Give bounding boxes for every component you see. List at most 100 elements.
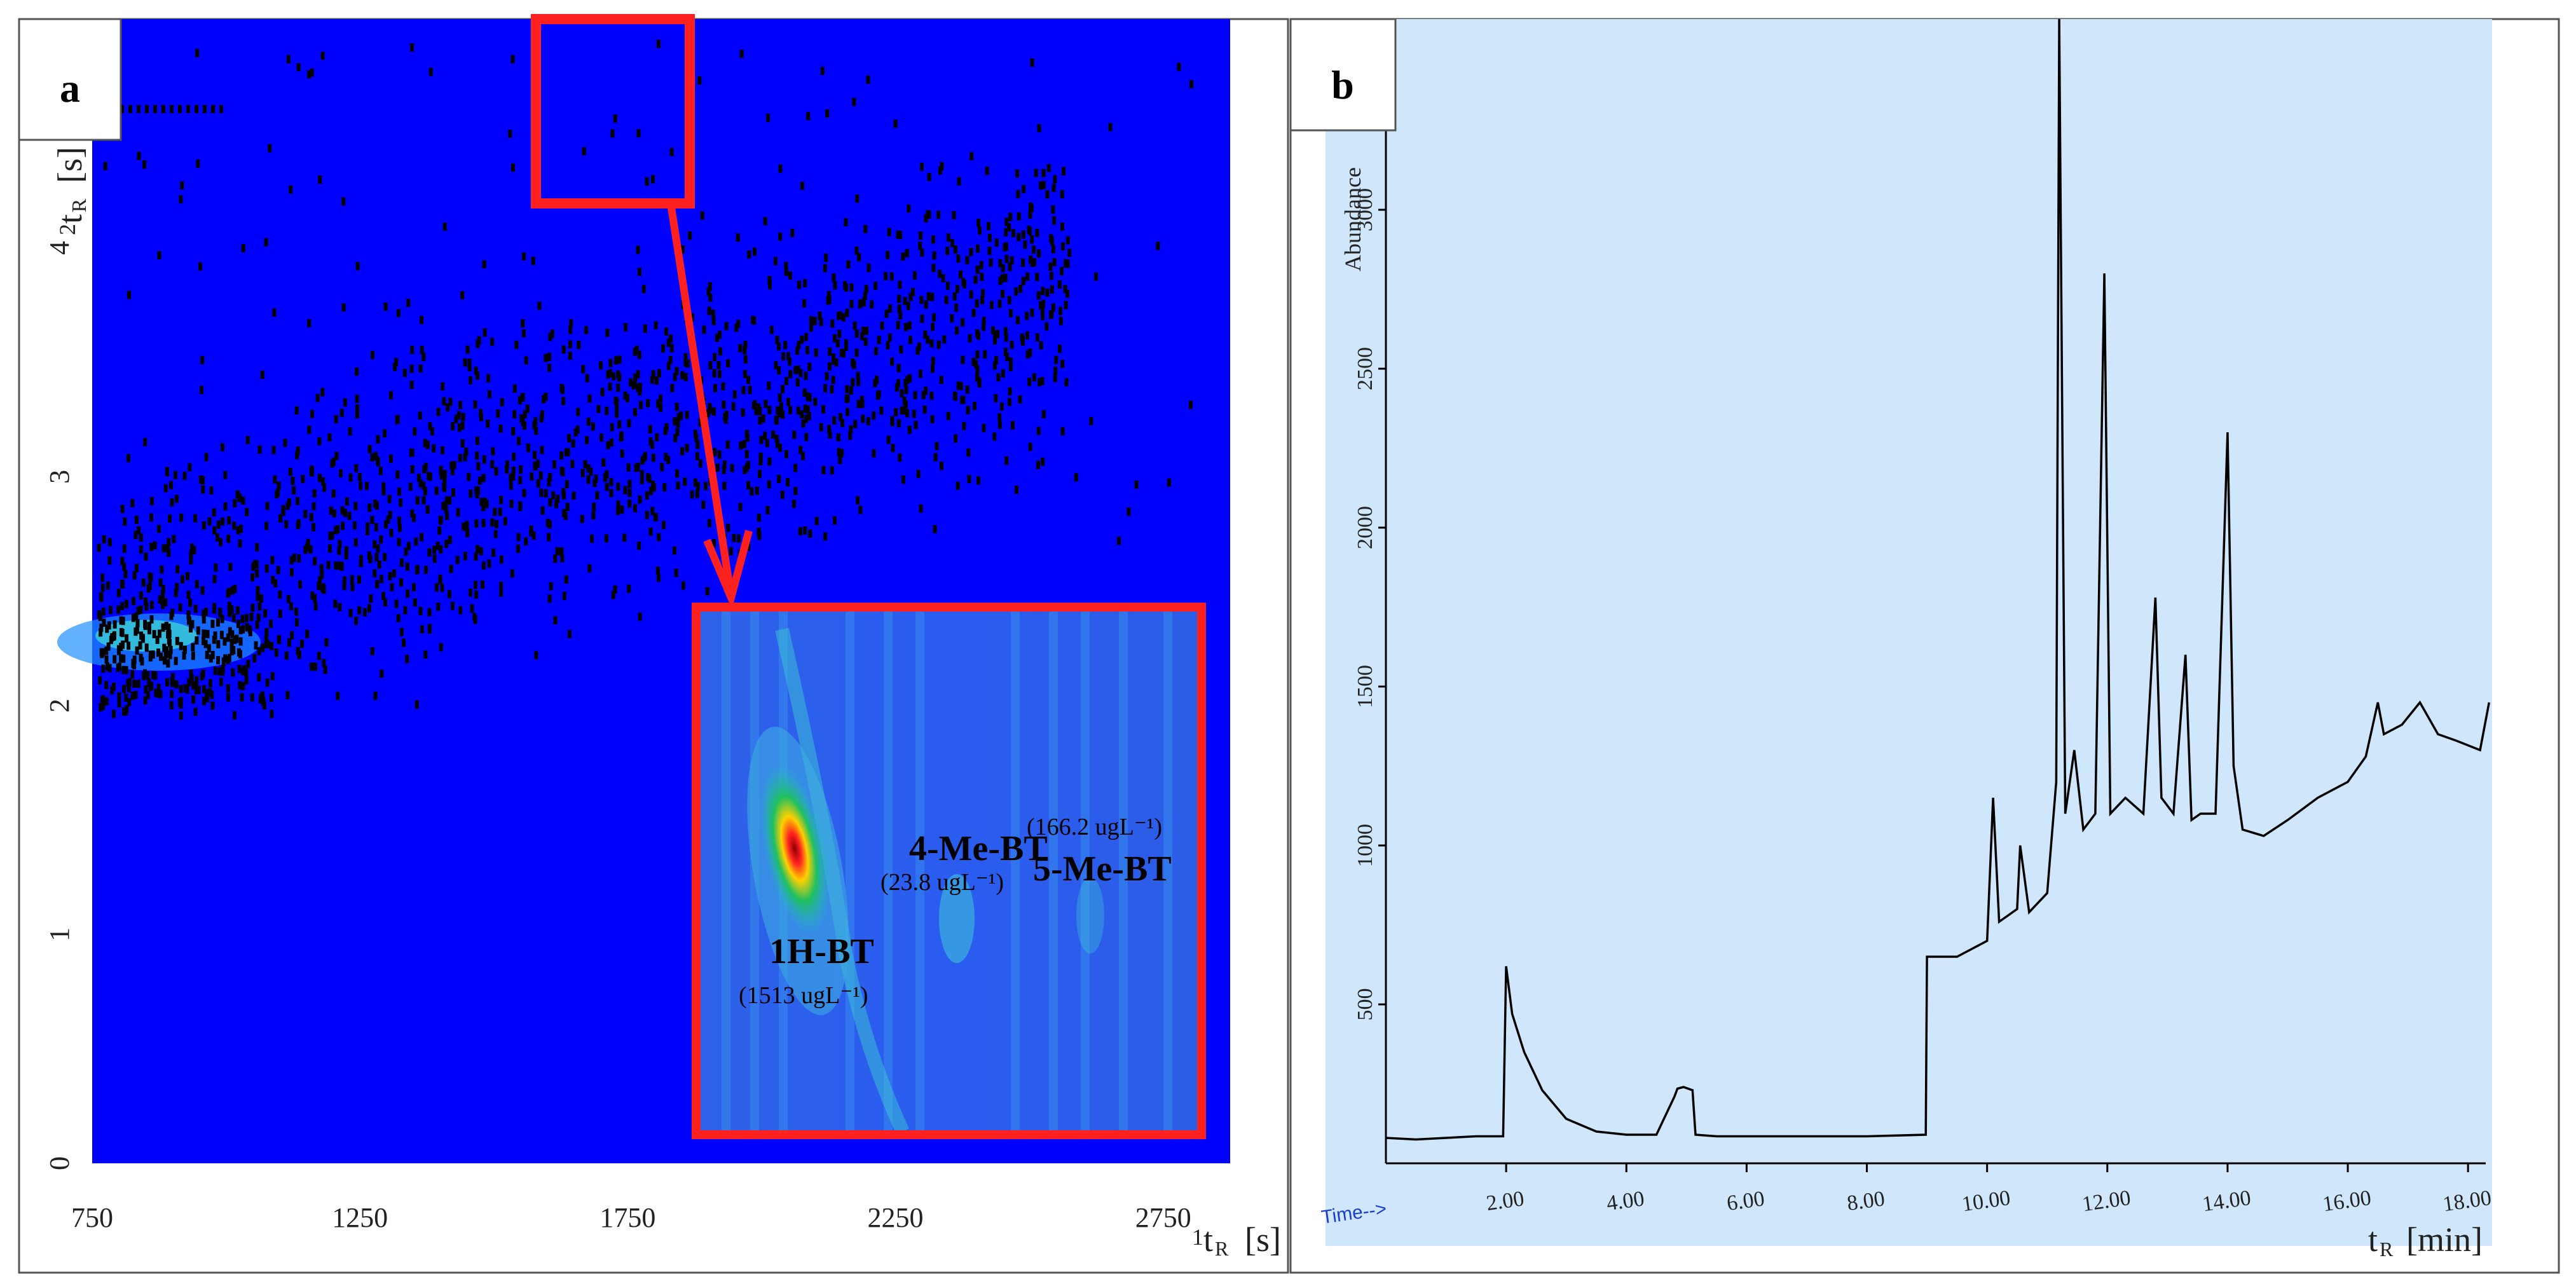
peak-marker (1046, 163, 1051, 172)
peak-marker (132, 571, 137, 580)
peak-marker (230, 638, 234, 647)
peak-marker (376, 544, 380, 553)
peak-marker (192, 545, 196, 554)
peak-marker (451, 488, 456, 497)
peak-marker (423, 439, 427, 448)
peak-marker (675, 402, 679, 411)
peak-marker (124, 693, 128, 702)
peak-marker (1037, 249, 1041, 258)
peak-marker (625, 393, 629, 402)
peak-marker (427, 624, 432, 633)
inset-streak (722, 610, 730, 1132)
peak-marker (591, 422, 595, 431)
peak-marker (944, 296, 949, 304)
peak-marker (636, 383, 640, 392)
peak-marker (269, 694, 273, 702)
peak-marker (338, 540, 342, 549)
peak-marker (123, 570, 128, 578)
peak-marker (962, 421, 966, 430)
peak-marker (499, 589, 504, 598)
peak-marker (318, 175, 322, 184)
peak-marker (179, 685, 183, 694)
panel-a-letter: a (60, 65, 80, 111)
peak-marker (163, 484, 168, 493)
peak-marker (848, 431, 853, 440)
peak-marker (479, 497, 484, 506)
peak-marker (718, 347, 723, 356)
peak-marker (522, 489, 526, 498)
peak-marker (894, 407, 898, 416)
panel-b-x-ticks: 2.00 4.00 6.00 8.00 10.00 12.00 14.00 16.00 18.0… (1485, 1163, 2493, 1216)
peak-marker (461, 413, 465, 421)
peak-marker (157, 251, 161, 260)
peak-marker (427, 472, 431, 481)
peak-marker (742, 440, 746, 449)
peak-marker (263, 609, 268, 618)
peak-marker (874, 282, 878, 291)
peak-marker (844, 218, 848, 227)
peak-marker (542, 395, 546, 404)
peak-marker (825, 109, 830, 118)
peak-marker (603, 473, 607, 482)
peak-marker (174, 589, 178, 598)
peak-marker (930, 414, 935, 423)
peak-marker (1004, 333, 1008, 342)
peak-marker (479, 413, 484, 421)
peak-marker (1035, 333, 1039, 342)
peak-marker (903, 323, 908, 332)
peak-marker (655, 566, 660, 575)
panel-a-y-tick-label: 2 (44, 699, 75, 713)
peak-marker (264, 634, 268, 643)
peak-marker (245, 435, 250, 444)
peak-marker (170, 105, 174, 113)
peak-marker (1021, 258, 1025, 267)
peak-marker (295, 451, 299, 460)
peak-marker (843, 281, 847, 290)
peak-marker (278, 514, 283, 523)
peak-marker (191, 652, 195, 660)
peak-marker (190, 620, 195, 629)
peak-marker (490, 460, 495, 469)
peak-marker (784, 449, 788, 458)
peak-marker (1065, 236, 1070, 245)
peak-marker (388, 391, 393, 400)
peak-marker (292, 553, 296, 562)
peak-marker (439, 471, 444, 480)
peak-marker (219, 105, 223, 113)
peak-marker (310, 68, 314, 77)
peak-marker (191, 643, 195, 652)
peak-marker (221, 517, 225, 526)
peak-marker (474, 519, 479, 528)
peak-marker (376, 435, 380, 444)
peak-marker (592, 502, 596, 511)
peak-marker (410, 465, 414, 474)
peak-marker (99, 628, 103, 637)
peak-marker (706, 287, 711, 296)
peak-marker (556, 495, 560, 503)
peak-marker (767, 457, 772, 466)
peak-marker (781, 385, 785, 393)
peak-marker (767, 276, 772, 285)
peak-marker (241, 243, 245, 252)
peak-marker (509, 474, 513, 482)
peak-marker (926, 292, 931, 301)
peak-marker (646, 399, 650, 407)
peak-marker (973, 275, 978, 284)
peak-marker (830, 466, 834, 475)
peak-marker (490, 518, 495, 527)
panel-a-y-tick-label: 4 (44, 241, 75, 255)
peak-marker (411, 583, 416, 592)
peak-marker (164, 646, 168, 655)
peak-marker (1027, 378, 1032, 386)
peak-marker (518, 503, 523, 512)
peak-marker (493, 530, 498, 538)
peak-marker (315, 393, 320, 402)
peak-marker (587, 564, 592, 573)
peak-marker (409, 448, 413, 457)
peak-marker (888, 304, 893, 313)
peak-marker (912, 271, 917, 280)
peak-marker (778, 393, 782, 402)
peak-marker (448, 397, 453, 406)
peak-marker (1030, 258, 1034, 267)
peak-marker (122, 544, 127, 553)
